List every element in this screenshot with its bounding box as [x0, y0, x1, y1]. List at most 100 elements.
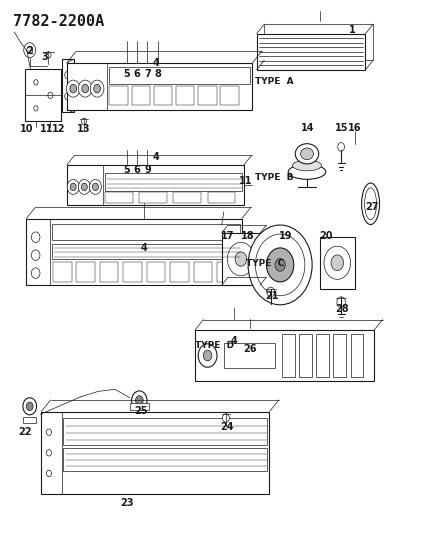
Text: 5: 5: [124, 165, 131, 175]
Text: 4: 4: [153, 152, 160, 162]
Ellipse shape: [362, 183, 380, 224]
Text: 21: 21: [265, 290, 279, 301]
Bar: [67, 165, 244, 205]
Bar: [23, 417, 36, 423]
Circle shape: [94, 84, 101, 93]
Text: 25: 25: [135, 406, 148, 416]
Text: 9: 9: [144, 165, 151, 175]
Circle shape: [67, 180, 79, 195]
Bar: [41, 411, 270, 494]
Bar: [320, 237, 355, 289]
Circle shape: [66, 80, 80, 97]
Bar: [351, 334, 363, 376]
Circle shape: [65, 71, 71, 79]
Circle shape: [23, 398, 36, 415]
Circle shape: [70, 183, 76, 191]
Text: TYPE  D: TYPE D: [195, 341, 234, 350]
Text: 5: 5: [124, 69, 131, 79]
Bar: [53, 262, 71, 282]
Text: 16: 16: [348, 123, 362, 133]
Circle shape: [46, 429, 51, 435]
Text: 26: 26: [243, 344, 256, 354]
Text: 12: 12: [51, 124, 65, 134]
Text: 19: 19: [279, 231, 292, 241]
Circle shape: [34, 79, 38, 85]
Circle shape: [235, 252, 247, 266]
Bar: [333, 334, 346, 376]
Text: 11: 11: [239, 176, 253, 187]
Bar: [316, 334, 329, 376]
Bar: [265, 24, 373, 60]
Text: 4: 4: [231, 336, 238, 346]
Circle shape: [26, 402, 33, 410]
Circle shape: [227, 243, 254, 276]
Text: 7782-2200A: 7782-2200A: [14, 14, 105, 29]
Circle shape: [337, 297, 345, 308]
Bar: [25, 69, 61, 122]
Text: 20: 20: [319, 231, 333, 241]
Bar: [154, 86, 172, 106]
Bar: [193, 262, 212, 282]
Bar: [173, 191, 201, 203]
Bar: [26, 219, 242, 285]
Circle shape: [256, 234, 305, 296]
Bar: [176, 86, 194, 106]
Circle shape: [81, 118, 86, 125]
Text: 4: 4: [140, 243, 147, 253]
Bar: [105, 191, 133, 203]
Bar: [52, 244, 240, 259]
Text: 10: 10: [21, 124, 34, 134]
Bar: [76, 262, 95, 282]
Bar: [67, 63, 253, 110]
Circle shape: [46, 52, 51, 58]
Bar: [132, 86, 150, 106]
Text: 6: 6: [134, 69, 140, 79]
Circle shape: [78, 180, 90, 195]
Text: 27: 27: [365, 202, 379, 212]
Circle shape: [24, 43, 36, 58]
Circle shape: [78, 80, 92, 97]
Circle shape: [31, 232, 40, 243]
Circle shape: [267, 248, 294, 282]
Bar: [100, 262, 119, 282]
Circle shape: [89, 180, 101, 195]
Text: 8: 8: [154, 69, 161, 79]
Bar: [257, 34, 366, 70]
Bar: [208, 191, 235, 203]
Text: 15: 15: [335, 123, 349, 133]
Bar: [224, 343, 275, 368]
Circle shape: [132, 391, 147, 410]
Circle shape: [136, 395, 143, 405]
Bar: [220, 86, 239, 106]
Bar: [63, 418, 267, 445]
Circle shape: [203, 350, 212, 361]
Circle shape: [34, 106, 38, 111]
Text: 7: 7: [144, 69, 151, 79]
Text: 4: 4: [153, 58, 160, 68]
Bar: [195, 330, 374, 381]
Bar: [110, 67, 250, 84]
Text: 6: 6: [134, 165, 140, 175]
Circle shape: [31, 268, 40, 278]
Circle shape: [331, 255, 344, 271]
Text: 28: 28: [335, 304, 349, 314]
Circle shape: [267, 287, 275, 297]
Circle shape: [27, 46, 33, 54]
Bar: [147, 262, 165, 282]
Circle shape: [275, 259, 285, 271]
Bar: [123, 262, 142, 282]
Text: TYPE  B: TYPE B: [255, 173, 293, 182]
Text: 18: 18: [241, 231, 255, 241]
Text: 14: 14: [301, 123, 315, 133]
Bar: [282, 334, 295, 376]
Text: 11: 11: [40, 124, 54, 134]
Bar: [130, 402, 149, 410]
Circle shape: [48, 92, 53, 99]
Text: 17: 17: [221, 231, 235, 241]
Circle shape: [46, 450, 51, 456]
Circle shape: [90, 80, 104, 97]
Text: 2: 2: [27, 46, 33, 56]
Text: 1: 1: [349, 25, 356, 35]
Bar: [299, 334, 312, 376]
Bar: [170, 262, 189, 282]
